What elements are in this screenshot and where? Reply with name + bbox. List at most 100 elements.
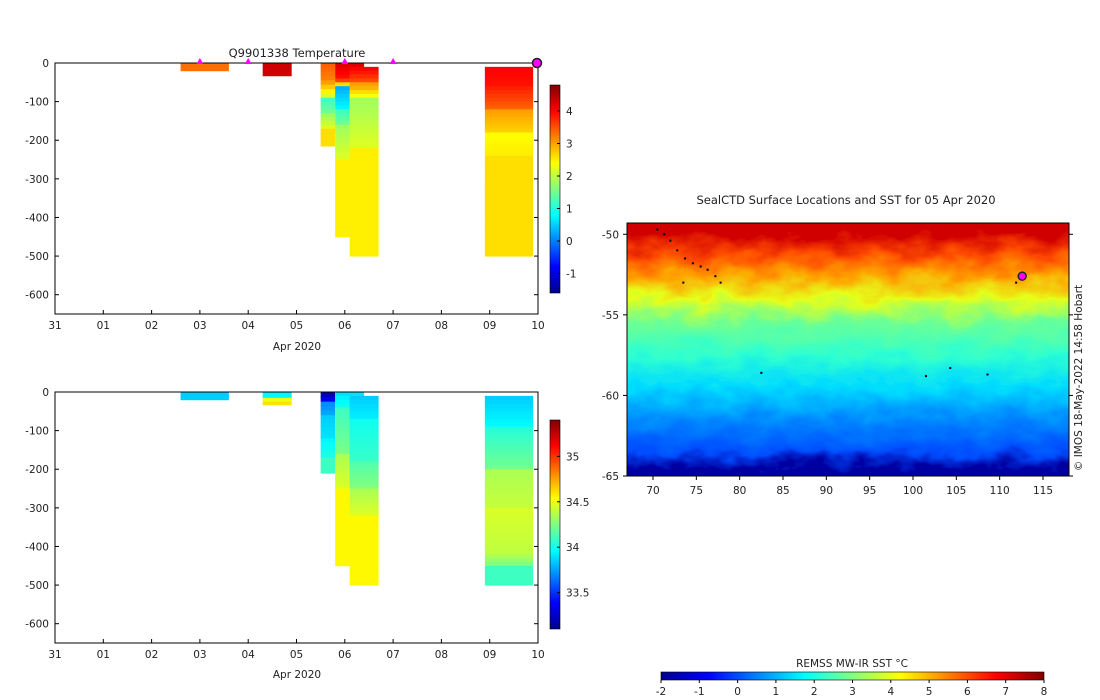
profile-cell (349, 469, 379, 474)
profile-marker (244, 58, 252, 64)
profile-cell (320, 67, 336, 73)
profile-cell (349, 580, 379, 586)
profile-cell (484, 113, 534, 118)
lon-tick-label: 95 (863, 485, 876, 497)
sst-colorbar-tick-label: 4 (887, 686, 894, 698)
profile-cell (484, 449, 534, 455)
colorbar-tick-label: 3 (566, 139, 573, 151)
profile-cell (349, 93, 379, 99)
track-point (669, 239, 672, 242)
profile-cell (349, 101, 379, 106)
profile-cell (484, 124, 534, 130)
profile-cell (484, 207, 534, 213)
profile-cell (484, 538, 534, 544)
profile-cell (335, 392, 365, 397)
profile-cell (484, 171, 534, 177)
sst-colorbar-tick-label: -1 (694, 686, 704, 698)
profile-cell (349, 446, 379, 451)
profile-cell (349, 244, 379, 249)
profile-2 (262, 63, 292, 77)
profile-cell (484, 488, 534, 493)
profile-cell (349, 556, 379, 562)
salinity-section-chart: 31 01 02 03 04 05 06 07 08 09 10 0 -100 -200 -300 -400… (25, 387, 589, 681)
seal-track (656, 228, 1027, 378)
y-tick-label: -600 (25, 619, 49, 631)
y-tick-label: -100 (25, 426, 49, 438)
x-tick-label: 06 (338, 320, 352, 332)
x-tick-label: 31 (48, 320, 61, 332)
profile-cell (180, 392, 229, 397)
profile-cell (349, 224, 379, 229)
profile-cell (484, 151, 534, 157)
y-tick-label: -500 (25, 251, 49, 263)
profile-cell (349, 132, 379, 137)
profile-cell (349, 117, 379, 122)
profile-cell (484, 407, 534, 412)
profile-cell (484, 438, 534, 443)
profile-cell (349, 82, 379, 87)
profile-cell (484, 484, 534, 490)
profile-cell (349, 576, 379, 582)
colorbar-tick-label: 34.5 (566, 497, 589, 509)
profile-cell (484, 105, 534, 110)
profile-cell (349, 113, 379, 118)
profile-cell (320, 422, 336, 428)
profile-cell (484, 144, 534, 149)
profile-cell (484, 195, 534, 201)
profile-cell (349, 248, 379, 253)
profile-cell (320, 465, 336, 470)
temperature-x-ticks: 31 01 02 03 04 05 06 07 08 09 10 (48, 310, 545, 332)
profile-cell (262, 71, 292, 77)
track-point (760, 371, 763, 374)
sst-map: SealCTD Surface Locations and SST for 05… (602, 193, 1085, 698)
profile-cell (484, 147, 534, 153)
profile-cell (349, 163, 379, 169)
profile-cell (484, 215, 534, 221)
profile-cell (484, 159, 534, 165)
x-tick-label: 08 (435, 320, 448, 332)
x-tick-label: 04 (242, 649, 256, 661)
profile-cell (349, 403, 379, 408)
profile-cell (349, 74, 379, 79)
profile-cell (320, 457, 336, 463)
profile-cell (484, 411, 534, 416)
profile-2 (262, 392, 292, 406)
x-tick-label: 09 (483, 320, 496, 332)
y-tick-label: -200 (25, 464, 49, 476)
sst-colorbar-tick-label: 8 (1041, 686, 1048, 698)
profile-cell (484, 500, 534, 505)
profile-cell (484, 70, 534, 76)
y-tick-label: -100 (25, 97, 49, 109)
profile-cell (484, 240, 534, 245)
sst-colorbar-tick-label: 2 (811, 686, 818, 698)
profile-cell (484, 203, 534, 209)
profile-cell (484, 101, 534, 106)
profile-cell (349, 78, 379, 83)
profile-cell (262, 392, 292, 399)
profile-cell (349, 240, 379, 245)
credit-text: © IMOS 18-May-2022 14:58 Hobart (1073, 285, 1085, 471)
profile-cell (484, 140, 534, 145)
profile-cell (484, 199, 534, 205)
profile-cell (349, 507, 379, 513)
track-point (986, 373, 989, 376)
profile-cell (320, 406, 336, 412)
profile-cell (349, 399, 379, 405)
profile-cell (349, 200, 379, 205)
profile-cell (349, 90, 379, 95)
profile-cell (320, 401, 336, 407)
profile-cell (349, 167, 379, 173)
colorbar-tick-label: 33.5 (566, 588, 589, 600)
profile-cell (349, 216, 379, 221)
profile-cell (484, 558, 534, 563)
x-tick-label: 03 (193, 649, 206, 661)
x-tick-label: 03 (193, 320, 206, 332)
profile-cell (320, 141, 336, 147)
profile-cell (484, 507, 534, 513)
profile-1 (180, 392, 229, 401)
profile-cell (349, 544, 379, 549)
lon-tick-label: 75 (690, 485, 703, 497)
profile-cell (484, 163, 534, 169)
y-tick-label: -500 (25, 580, 49, 592)
profile-1 (180, 63, 229, 72)
